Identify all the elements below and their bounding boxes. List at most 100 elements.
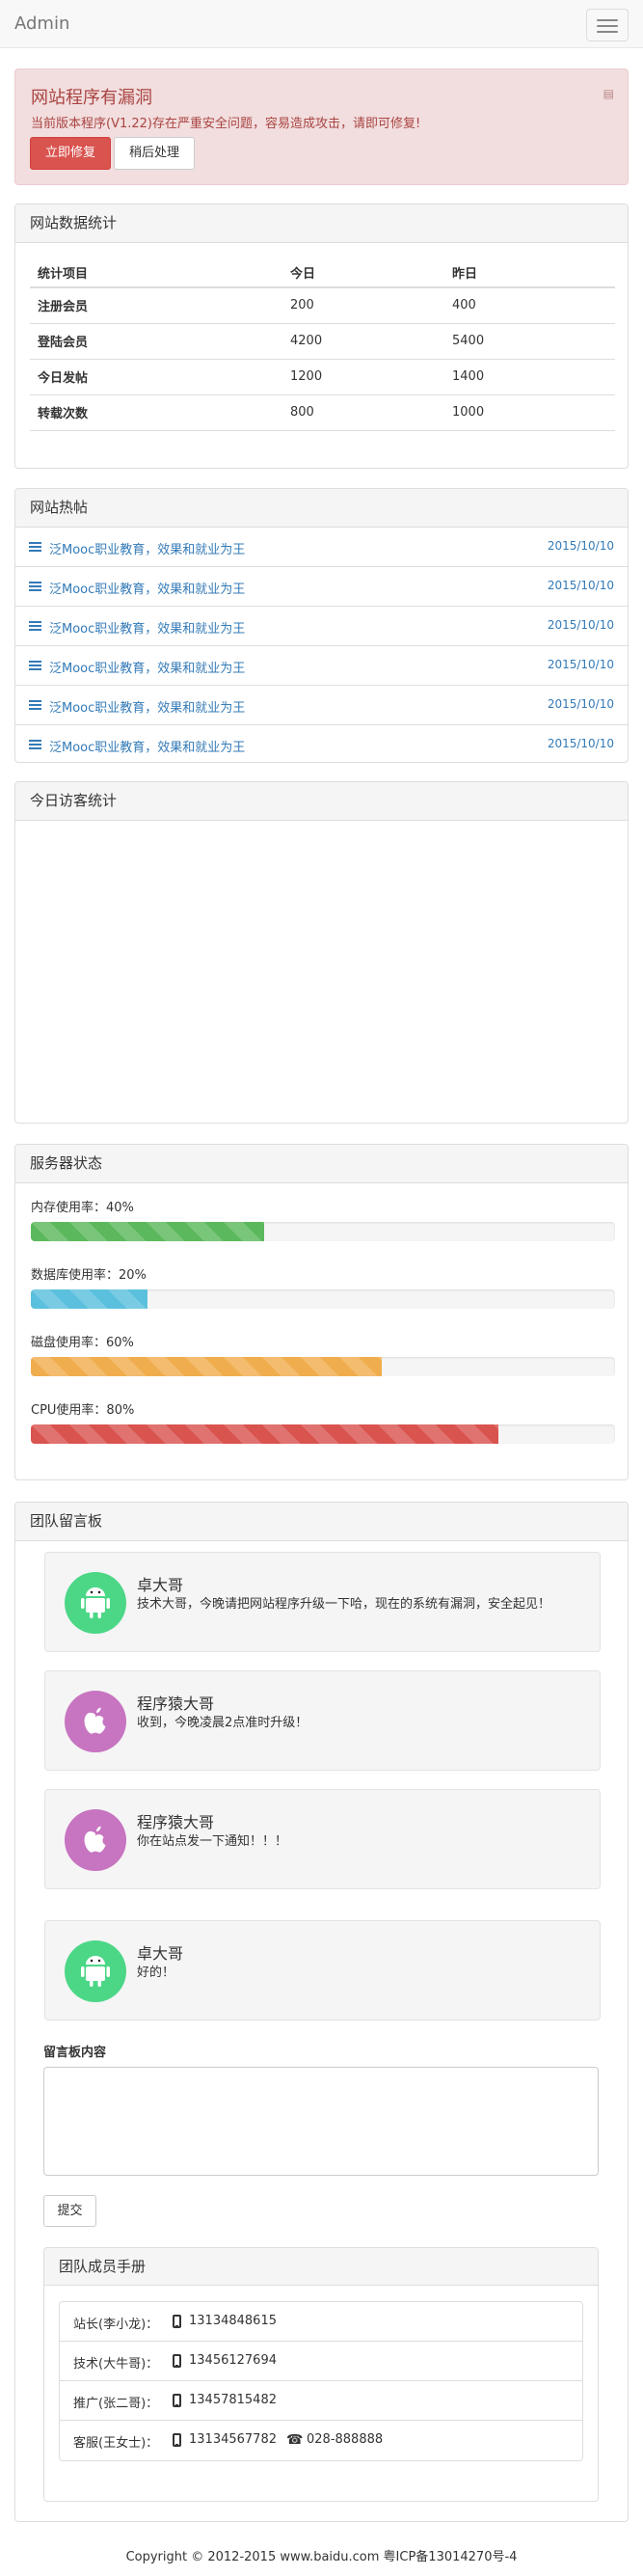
hamburger-icon-bar (597, 25, 618, 27)
server-status-panel: 服务器状态 内存使用率：40% 数据库使用率：20% 磁盘使用率：60% CPU… (14, 1144, 629, 1480)
list-item[interactable]: 泛Mooc职业教育，效果和就业为王 2015/10/10 (15, 686, 628, 725)
post-link[interactable]: 泛Mooc职业教育，效果和就业为王 (49, 662, 246, 676)
post-link[interactable]: 泛Mooc职业教育，效果和就业为王 (49, 701, 246, 716)
list-item[interactable]: 泛Mooc职业教育，效果和就业为王 2015/10/10 (15, 607, 628, 646)
list-item: 技术(大牛哥)： 13456127694 (60, 2342, 582, 2381)
memory-meter: 内存使用率：40% (31, 1197, 615, 1241)
table-cell: 注册会员 (30, 287, 282, 324)
list-icon (29, 542, 41, 553)
team-handbook-panel: 团队成员手册 站长(李小龙)： 13134848615 技术(大牛哥)： 134… (43, 2247, 599, 2502)
post-date: 2015/10/10 (547, 579, 614, 592)
post-date: 2015/10/10 (547, 697, 614, 711)
list-item: 推广(张二哥)： 13457815482 (60, 2381, 582, 2421)
handle-later-button[interactable]: 稍后处理 (114, 137, 195, 170)
post-date: 2015/10/10 (547, 618, 614, 632)
table-cell: 转载次数 (30, 394, 282, 431)
progress-fill (31, 1424, 498, 1444)
table-cell: 1000 (444, 394, 615, 431)
member-tel: 028-888888 (307, 2432, 384, 2447)
team-member-list: 站长(李小龙)： 13134848615 技术(大牛哥)： 1345612769… (59, 2301, 583, 2461)
post-link[interactable]: 泛Mooc职业教育，效果和就业为王 (49, 543, 246, 557)
hamburger-icon (597, 19, 618, 21)
post-link[interactable]: 泛Mooc职业教育，效果和就业为王 (49, 622, 246, 637)
phone-icon (173, 2315, 181, 2328)
menu-toggle-button[interactable] (586, 9, 629, 41)
table-cell: 400 (444, 287, 615, 324)
alert-text: 当前版本程序(V1.22)存在严重安全问题，容易造成攻击，请即可修复! (31, 117, 421, 131)
table-cell: 1200 (282, 359, 444, 395)
table-cell: 1400 (444, 359, 615, 395)
list-icon (29, 661, 41, 671)
disk-meter: 磁盘使用率：60% (31, 1332, 615, 1376)
message-text: 收到，今晚凌晨2点准时升级！ (137, 1716, 308, 1730)
progress-bar (31, 1357, 615, 1376)
list-icon (29, 740, 41, 750)
fix-now-button[interactable]: 立即修复 (30, 137, 111, 170)
table-cell: 5400 (444, 323, 615, 360)
panel-title: 团队成员手册 (44, 2248, 598, 2286)
column-header: 今日 (282, 258, 444, 288)
android-icon (65, 1572, 126, 1634)
member-phone: 13134567782 (189, 2432, 277, 2447)
message-textarea[interactable] (43, 2067, 599, 2176)
table-row: 登陆会员 4200 5400 (30, 323, 615, 360)
list-item[interactable]: 泛Mooc职业教育，效果和就业为王 2015/10/10 (15, 646, 628, 686)
meter-label: 磁盘使用率：60% (31, 1336, 134, 1350)
panel-title: 网站热帖 (15, 489, 628, 528)
progress-bar (31, 1222, 615, 1241)
table-cell: 登陆会员 (30, 323, 282, 360)
phone-icon (173, 2433, 181, 2447)
security-alert: 网站程序有漏洞 ▤ 当前版本程序(V1.22)存在严重安全问题，容易造成攻击，请… (14, 68, 629, 185)
post-link[interactable]: 泛Mooc职业教育，效果和就业为王 (49, 741, 246, 755)
telephone-icon: ☎ (286, 2432, 304, 2448)
table-cell: 4200 (282, 323, 444, 360)
list-item[interactable]: 泛Mooc职业教育，效果和就业为王 2015/10/10 (15, 528, 628, 567)
meter-label: 内存使用率：40% (31, 1201, 134, 1215)
close-icon[interactable]: ▤ (603, 87, 614, 100)
member-role: 客服(王女士)： (73, 2436, 159, 2451)
message-author: 卓大哥 (137, 1576, 184, 1594)
post-link[interactable]: 泛Mooc职业教育，效果和就业为王 (49, 583, 246, 597)
list-item: 客服(王女士)： 13134567782 ☎ 028-888888 (60, 2421, 582, 2460)
progress-bar (31, 1289, 615, 1309)
progress-fill (31, 1289, 148, 1309)
message-item: 程序猿大哥 你在站点发一下通知！！！ (44, 1789, 601, 1889)
progress-bar (31, 1424, 615, 1444)
progress-fill (31, 1222, 265, 1241)
member-role: 推广(张二哥)： (73, 2397, 159, 2411)
phone-icon (173, 2354, 181, 2368)
column-header: 统计项目 (30, 258, 282, 288)
message-item: 卓大哥 技术大哥，今晚请把网站程序升级一下哈，现在的系统有漏洞，安全起见！ (44, 1552, 601, 1652)
footer-copyright: Copyright © 2012-2015 www.baidu.com 粤ICP… (125, 2550, 518, 2564)
table-header-row: 统计项目 今日 昨日 (30, 258, 615, 288)
cpu-meter: CPU使用率：80% (31, 1399, 615, 1444)
table-row: 转载次数 800 1000 (30, 394, 615, 431)
panel-title: 团队留言板 (15, 1503, 628, 1541)
member-role: 站长(李小龙)： (73, 2318, 159, 2332)
list-item[interactable]: 泛Mooc职业教育，效果和就业为王 2015/10/10 (15, 725, 628, 765)
panel-title: 服务器状态 (15, 1145, 628, 1183)
stats-panel: 网站数据统计 统计项目 今日 昨日 注册会员 200 400 登陆会员 4200 540… (14, 203, 629, 469)
submit-button[interactable]: 提交 (43, 2195, 96, 2227)
hot-posts-panel: 网站热帖 泛Mooc职业教育，效果和就业为王 2015/10/10 泛Mooc职业… (14, 488, 629, 763)
brand[interactable]: Admin (14, 14, 70, 34)
apple-icon (65, 1691, 126, 1752)
post-date: 2015/10/10 (547, 737, 614, 750)
hot-posts-list: 泛Mooc职业教育，效果和就业为王 2015/10/10 泛Mooc职业教育，效果… (15, 528, 628, 765)
list-icon (29, 582, 41, 592)
list-item[interactable]: 泛Mooc职业教育，效果和就业为王 2015/10/10 (15, 567, 628, 607)
navbar: Admin (0, 0, 643, 48)
message-author: 卓大哥 (137, 1944, 184, 1963)
message-item: 程序猿大哥 收到，今晚凌晨2点准时升级！ (44, 1670, 601, 1771)
table-cell: 800 (282, 394, 444, 431)
hamburger-icon-bar (597, 31, 618, 33)
visitor-stats-panel: 今日访客统计 (14, 781, 629, 1124)
alert-title: 网站程序有漏洞 (31, 88, 152, 108)
list-icon (29, 700, 41, 711)
database-meter: 数据库使用率：20% (31, 1264, 615, 1309)
member-phone: 13134848615 (189, 2314, 277, 2328)
stats-table: 统计项目 今日 昨日 注册会员 200 400 登陆会员 4200 5400 今日发帖 1… (30, 258, 615, 431)
table-cell: 200 (282, 287, 444, 324)
column-header: 昨日 (444, 258, 615, 288)
message-form-label: 留言板内容 (43, 2046, 107, 2060)
